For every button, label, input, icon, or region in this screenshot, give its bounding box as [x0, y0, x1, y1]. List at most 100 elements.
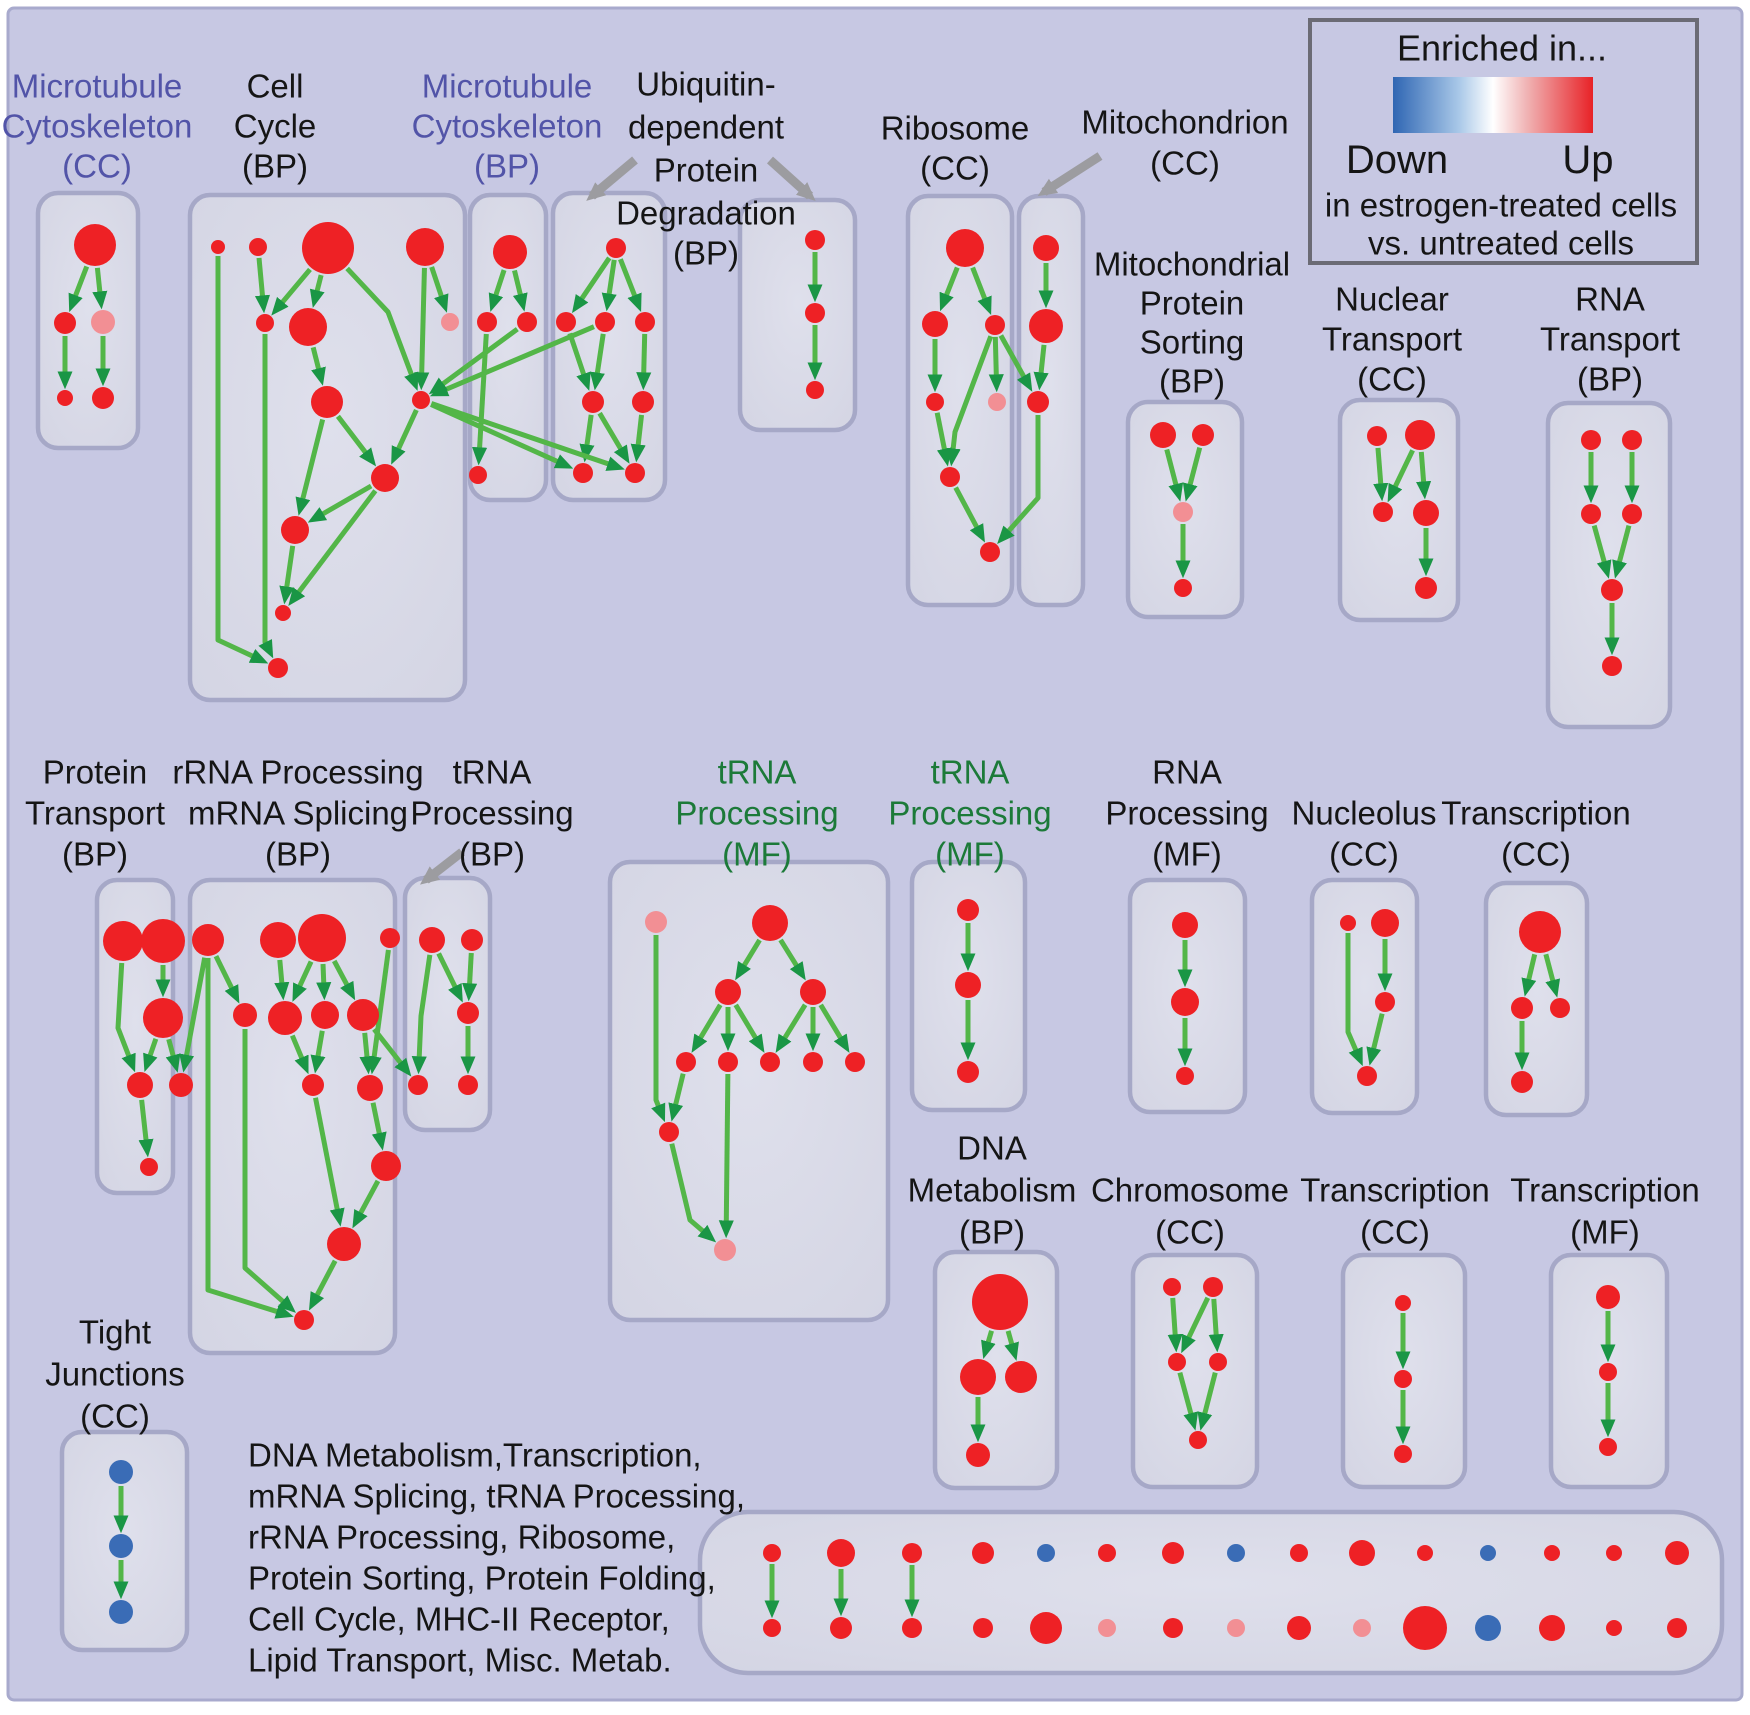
go-edge-arrow — [290, 1034, 309, 1075]
go-edge-arrow — [1197, 1372, 1218, 1431]
cluster-label: (CC) — [1329, 836, 1399, 873]
cluster-label: Nucleolus — [1292, 795, 1437, 832]
go-term-node — [1596, 1285, 1620, 1309]
go-term-node — [357, 1075, 383, 1101]
go-term-node — [1371, 909, 1399, 937]
go-term-node — [1665, 1541, 1689, 1565]
go-term-node — [556, 312, 576, 332]
cluster-label: tRNA — [931, 754, 1010, 791]
cluster-label: Protein — [654, 152, 759, 189]
go-edge-arrow — [92, 267, 108, 310]
cluster-label: (CC) — [1501, 836, 1571, 873]
go-term-node — [1030, 1612, 1062, 1644]
go-term-node — [57, 390, 73, 406]
cluster-label: RNA — [1575, 281, 1645, 318]
go-edge-arrow — [370, 1102, 387, 1151]
cluster-label: Ribosome — [881, 110, 1030, 147]
go-edge-arrow — [735, 938, 762, 981]
go-edge-arrow — [345, 266, 419, 391]
go-term-node — [275, 605, 291, 621]
cluster-label: Transport — [1540, 321, 1680, 358]
go-term-node — [1599, 1438, 1617, 1456]
go-term-node — [595, 312, 615, 332]
go-edge-arrow — [309, 274, 325, 308]
cluster-label: RNA — [1152, 754, 1222, 791]
go-term-node — [966, 1443, 990, 1467]
go-term-node — [109, 1600, 133, 1624]
go-term-node — [980, 542, 1000, 562]
go-term-node — [1405, 420, 1435, 450]
cluster-label: rRNA Processing — [172, 754, 423, 791]
cluster-label: (BP) — [242, 148, 308, 185]
go-edge-arrow — [998, 334, 1033, 392]
go-term-node — [469, 466, 487, 484]
go-term-node — [926, 393, 944, 411]
go-term-node — [1173, 502, 1193, 522]
go-edge-arrow — [430, 401, 625, 471]
go-term-node — [419, 927, 445, 953]
go-term-node — [1606, 1620, 1622, 1636]
go-edge-arrow — [213, 955, 240, 1004]
go-term-node — [1174, 579, 1192, 597]
go-edge-arrow — [718, 1073, 734, 1239]
go-edge-arrow — [359, 1032, 375, 1075]
go-term-node — [1353, 1619, 1371, 1637]
go-edge-arrow — [988, 336, 1004, 393]
summary-text-line: Protein Sorting, Protein Folding, — [248, 1560, 716, 1597]
go-edge-arrow — [668, 1073, 686, 1122]
go-edge-arrow — [288, 489, 378, 607]
go-edge-arrow — [601, 259, 617, 312]
go-edge-arrow — [391, 408, 419, 465]
go-term-node — [1357, 1066, 1377, 1086]
go-term-node — [988, 393, 1006, 411]
go-term-node — [109, 1460, 133, 1484]
go-term-node — [1171, 988, 1199, 1016]
go-term-node — [143, 998, 183, 1038]
go-term-node — [582, 391, 604, 413]
go-term-node — [1189, 1431, 1207, 1449]
go-term-node — [573, 463, 593, 483]
cluster-label: (CC) — [62, 148, 132, 185]
go-edge-arrow — [279, 545, 296, 605]
go-term-node — [760, 1052, 780, 1072]
cluster-label: (CC) — [80, 1398, 150, 1435]
go-edge-arrow — [651, 935, 666, 1123]
go-term-node — [1667, 1618, 1687, 1638]
cluster-label: DNA — [957, 1130, 1027, 1167]
go-edge-arrow — [488, 269, 507, 312]
cluster-box — [187, 877, 398, 1356]
go-term-node — [458, 1075, 478, 1095]
go-term-node — [676, 1052, 696, 1072]
go-term-node — [827, 1539, 855, 1567]
go-term-node — [1415, 577, 1437, 599]
go-term-node — [256, 314, 274, 332]
go-term-node — [763, 1544, 781, 1562]
go-edge-arrow — [1373, 447, 1389, 502]
go-edge-arrow — [310, 1030, 326, 1074]
go-edge-arrow — [143, 1037, 159, 1073]
go-edge-arrow — [429, 324, 595, 397]
go-term-node — [763, 1619, 781, 1637]
go-term-node — [1511, 997, 1533, 1019]
go-edge-arrow — [295, 418, 326, 516]
go-term-node — [957, 1061, 979, 1083]
go-term-node — [268, 658, 288, 678]
go-edge-arrow — [669, 1143, 717, 1243]
legend-up-label: Up — [1562, 138, 1613, 182]
go-term-node — [1417, 1545, 1433, 1561]
go-term-node — [645, 911, 667, 933]
go-edge-arrow — [436, 952, 463, 1003]
legend-title: Enriched in... — [1397, 28, 1607, 69]
go-edge-arrow — [313, 1097, 345, 1227]
cluster-label: (CC) — [1357, 361, 1427, 398]
cluster-box — [1545, 400, 1673, 730]
go-edge-arrow — [335, 414, 377, 467]
go-edge-arrow — [571, 256, 612, 314]
go-term-node — [1005, 1361, 1037, 1393]
cluster-label: (CC) — [1150, 145, 1220, 182]
go-term-node — [1162, 1542, 1184, 1564]
cluster-label: (MF) — [1570, 1214, 1640, 1251]
cluster-label: Transcription — [1441, 795, 1631, 832]
legend-box — [1308, 18, 1699, 265]
go-term-node — [806, 381, 824, 399]
